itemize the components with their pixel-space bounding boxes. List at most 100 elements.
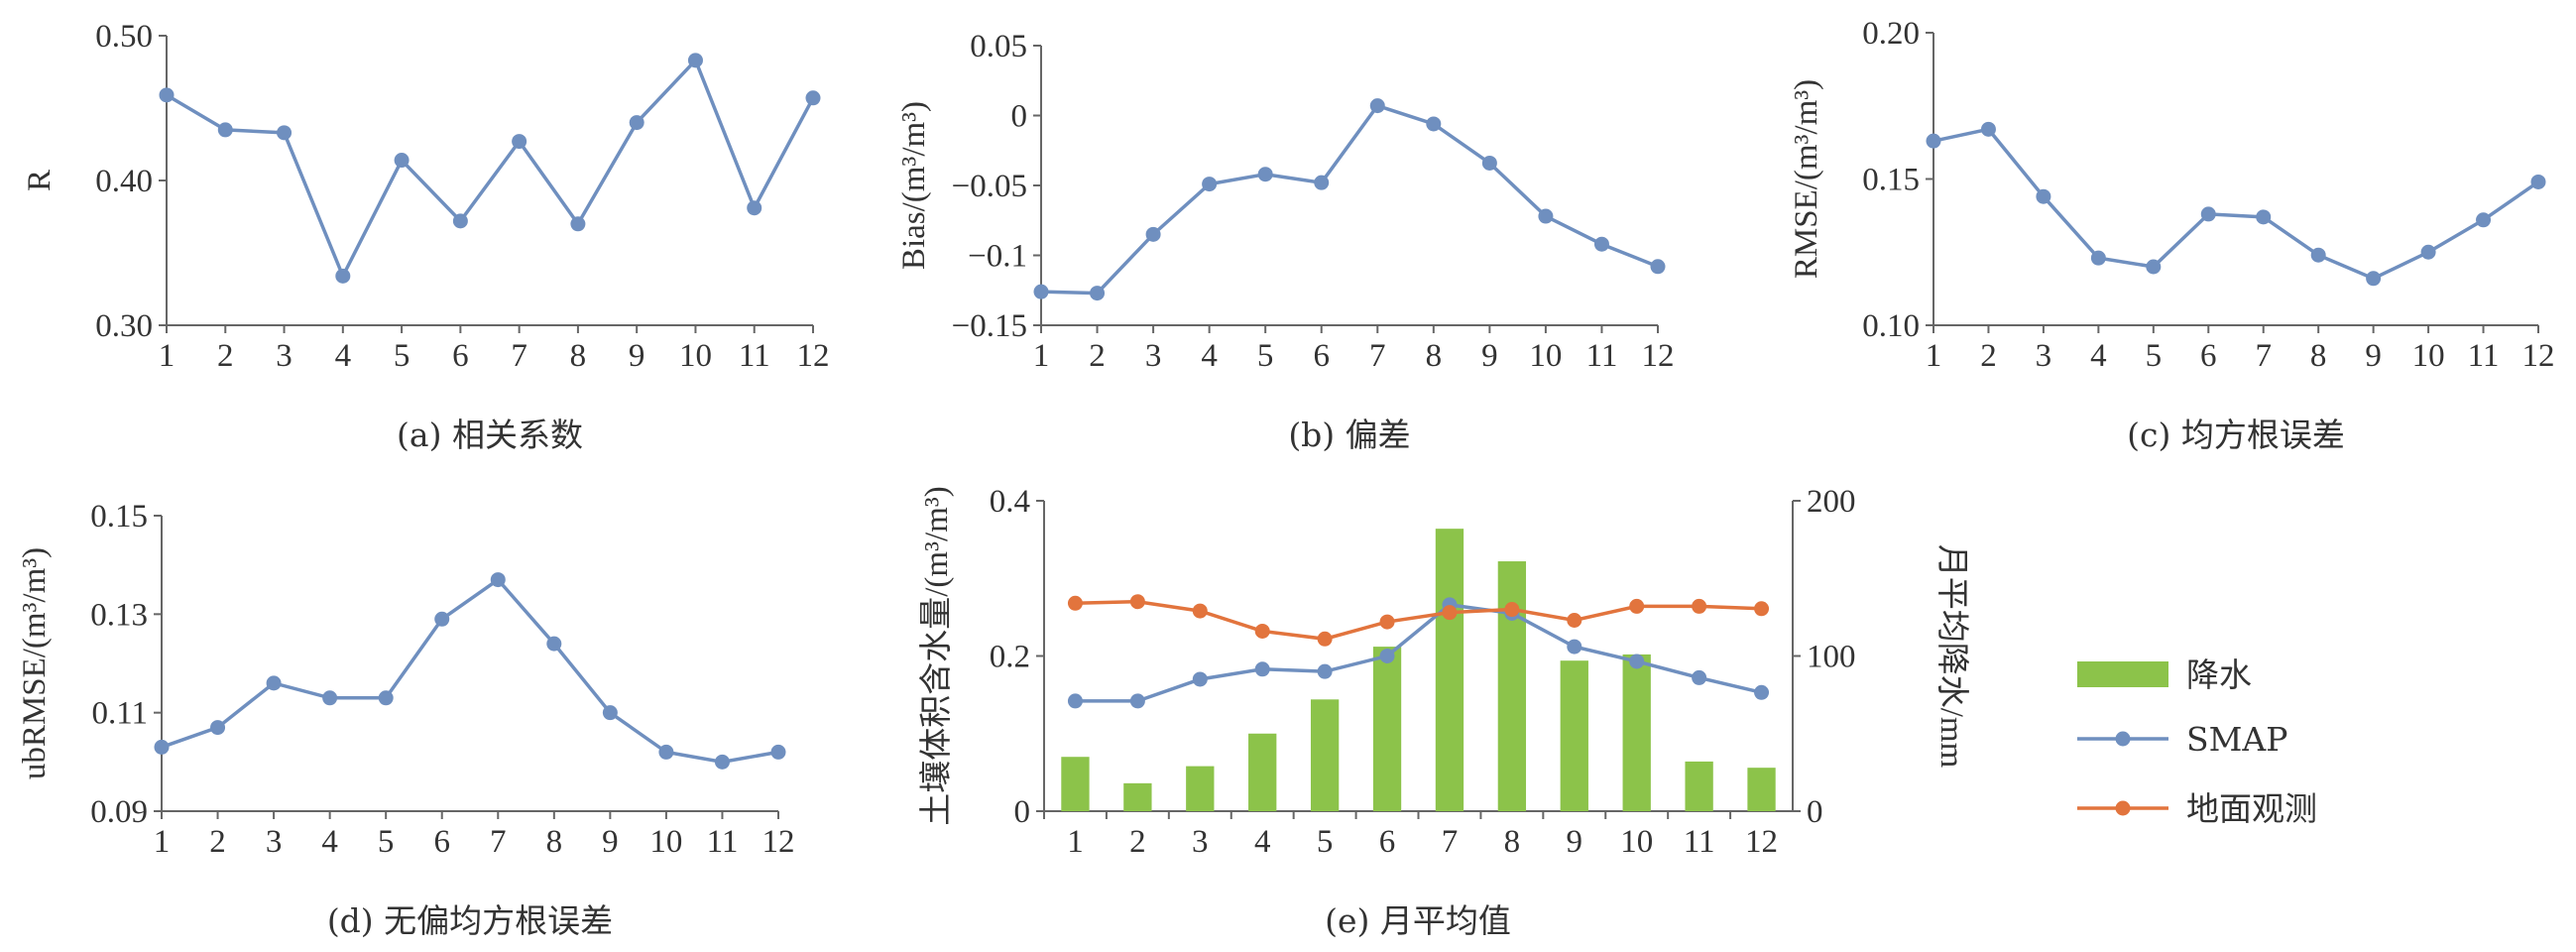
x-tick-label: 3 xyxy=(1192,824,1209,860)
y-axis-label: RMSE/(m³/m³) xyxy=(1789,79,1824,279)
legend-label-rain: 降水 xyxy=(2186,655,2252,694)
x-tick-label: 3 xyxy=(2036,338,2052,374)
x-tick-label: 12 xyxy=(2522,338,2555,374)
x-tick-label: 11 xyxy=(1684,824,1715,860)
series-line xyxy=(1932,127,2539,281)
data-point xyxy=(1980,121,1996,137)
ground-point xyxy=(1317,631,1333,647)
y-axis-label: R xyxy=(22,170,58,191)
y-tick-label: 0.2 xyxy=(990,640,1030,675)
data-point xyxy=(159,87,175,103)
x-tick-label: 11 xyxy=(739,338,770,374)
data-point xyxy=(602,705,618,721)
data-point xyxy=(452,213,468,229)
x-tick-label: 2 xyxy=(1089,338,1106,374)
x-tick-label: 9 xyxy=(1567,824,1583,860)
smap-point xyxy=(1692,669,1707,685)
x-tick-label: 2 xyxy=(1980,338,1997,374)
x-tick-label: 4 xyxy=(2090,338,2107,374)
x-tick-label: 1 xyxy=(154,824,171,860)
data-point xyxy=(629,115,644,131)
data-point xyxy=(570,216,586,232)
x-tick-label: 7 xyxy=(1369,338,1386,374)
data-point xyxy=(154,739,170,755)
x-tick-label: 1 xyxy=(1067,824,1084,860)
x-tick-label: 12 xyxy=(1745,824,1778,860)
rain-bar xyxy=(1186,766,1215,811)
data-point xyxy=(217,122,233,138)
smap-point xyxy=(1254,661,1270,677)
data-point xyxy=(805,90,821,106)
series-line xyxy=(1040,103,1659,296)
x-tick-label: 10 xyxy=(1620,824,1653,860)
data-point xyxy=(2420,244,2436,260)
x-tick-label: 1 xyxy=(159,338,176,374)
data-point xyxy=(2200,206,2216,222)
legend: 降水 SMAP 地面观测 xyxy=(2077,655,2317,828)
y-tick-label: 0.13 xyxy=(90,597,148,633)
y-tick-label: 0.09 xyxy=(90,794,148,830)
ground-point xyxy=(1129,594,1145,610)
x-tick-label: 12 xyxy=(762,824,795,860)
data-point xyxy=(2310,247,2326,263)
x-tick-label: 4 xyxy=(1254,824,1271,860)
y-axis-label: ubRMSE/(m³/m³) xyxy=(17,547,53,779)
data-point xyxy=(1538,208,1554,224)
smap-point xyxy=(1192,671,1208,687)
series-line xyxy=(161,577,779,765)
data-point xyxy=(714,754,730,770)
ground-point xyxy=(1692,598,1707,614)
x-tick-label: 7 xyxy=(2255,338,2272,374)
x-tick-label: 10 xyxy=(1529,338,1562,374)
legend-marker-ground xyxy=(2115,800,2131,816)
x-tick-label: 8 xyxy=(1426,338,1443,374)
x-tick-label: 7 xyxy=(511,338,527,374)
ground-line xyxy=(1075,599,1762,642)
ground-point xyxy=(1254,623,1270,639)
x-tick-label: 5 xyxy=(1257,338,1274,374)
x-tick-label: 6 xyxy=(452,338,469,374)
x-tick-label: 1 xyxy=(1033,338,1050,374)
data-point xyxy=(394,153,410,169)
y-tick-label: −0.05 xyxy=(952,169,1027,204)
data-point xyxy=(2530,174,2546,189)
x-tick-label: 9 xyxy=(1481,338,1498,374)
x-tick-label: 2 xyxy=(1129,824,1146,860)
x-tick-label: 3 xyxy=(276,338,293,374)
x-tick-label: 4 xyxy=(321,824,338,860)
data-point xyxy=(1593,236,1609,252)
data-point xyxy=(546,636,562,652)
x-tick-label: 9 xyxy=(629,338,645,374)
rain-bar xyxy=(1685,761,1713,811)
ground-point xyxy=(1567,613,1582,629)
data-point xyxy=(1926,133,1941,149)
rain-bar xyxy=(1747,768,1776,811)
rain-bar xyxy=(1622,654,1651,811)
x-tick-label: 8 xyxy=(546,824,563,860)
y-tick-label: 0.15 xyxy=(90,499,148,535)
smap-point xyxy=(1129,693,1145,709)
x-tick-label: 5 xyxy=(1317,824,1334,860)
y-tick-label: 0.40 xyxy=(95,164,153,199)
x-tick-label: 7 xyxy=(1442,824,1459,860)
x-tick-label: 5 xyxy=(2146,338,2163,374)
legend-marker-smap xyxy=(2115,731,2131,747)
chart-caption: (a) 相关系数 xyxy=(397,416,583,454)
y2-axis-label: 月平均降水/mm xyxy=(1933,544,1970,769)
x-tick-label: 10 xyxy=(649,824,682,860)
y-tick-label: 0 xyxy=(1011,99,1028,135)
chart-caption: (c) 均方根误差 xyxy=(2127,416,2345,454)
y-tick-label: 0.10 xyxy=(1862,308,1920,344)
x-tick-label: 2 xyxy=(209,824,226,860)
data-point xyxy=(2476,212,2492,228)
data-point xyxy=(1145,226,1161,242)
ground-point xyxy=(1504,602,1520,618)
x-tick-label: 5 xyxy=(394,338,410,374)
chart-caption: (e) 月平均值 xyxy=(1325,901,1511,940)
smap-point xyxy=(1067,693,1083,709)
x-tick-label: 8 xyxy=(1504,824,1521,860)
data-point xyxy=(434,611,450,627)
data-point xyxy=(1257,167,1273,182)
